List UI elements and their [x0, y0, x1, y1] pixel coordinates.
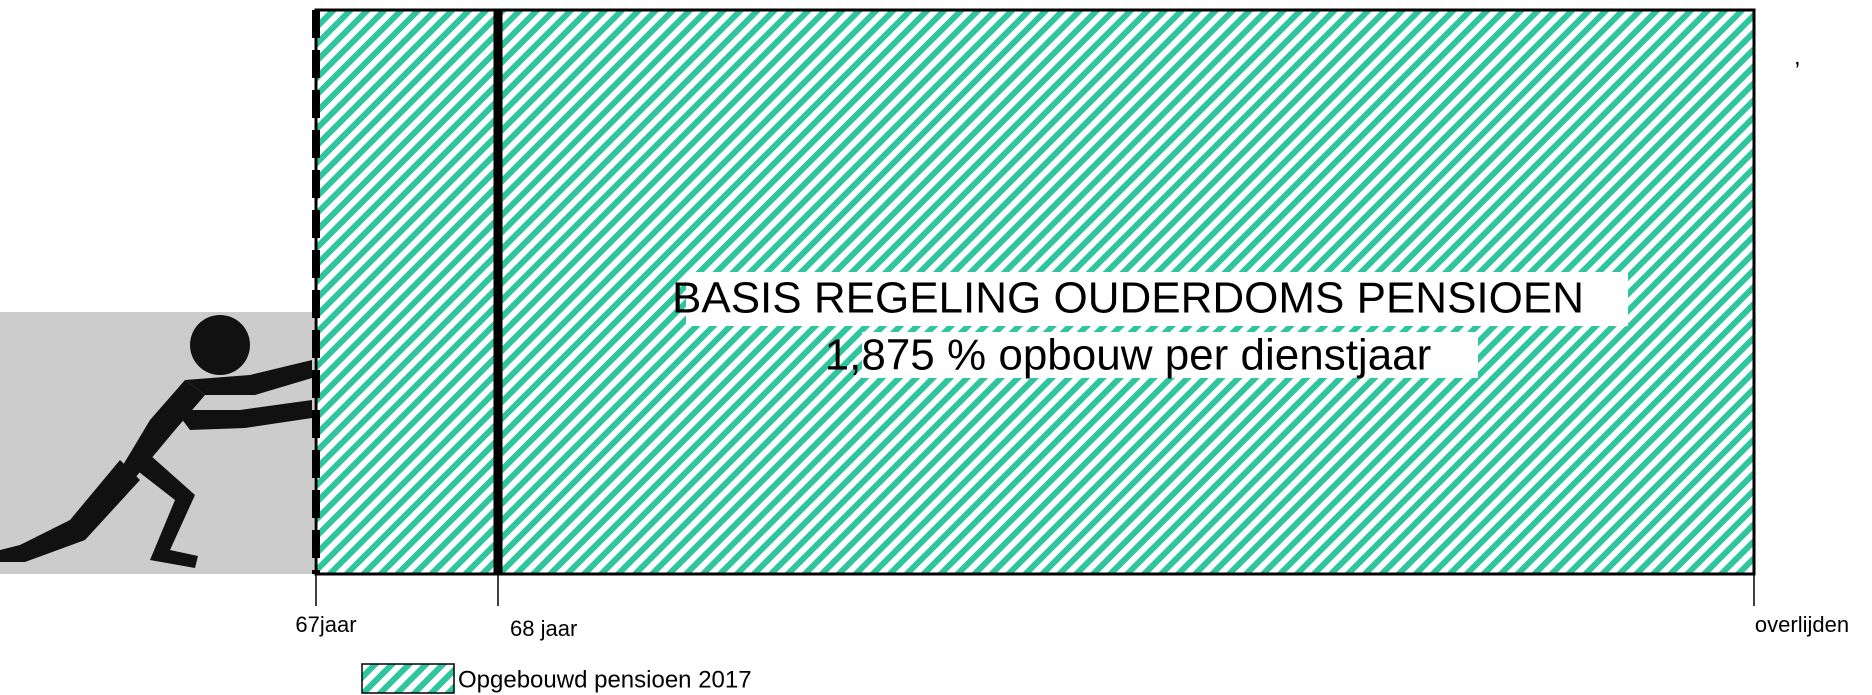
axis-label: overlijden: [1755, 612, 1849, 637]
legend-label: Opgebouwd pensioen 2017: [458, 666, 752, 693]
diagram: BASIS REGELING OUDERDOMS PENSIOEN 1,875 …: [0, 0, 1872, 695]
axis-label: 68 jaar: [510, 616, 577, 641]
corner-mark: ,: [1794, 43, 1801, 70]
axis-label: 67jaar: [295, 612, 356, 637]
legend-swatch: [362, 664, 454, 693]
title: BASIS REGELING OUDERDOMS PENSIOEN: [672, 274, 1584, 323]
subtitle: 1,875 % opbouw per dienstjaar: [825, 331, 1432, 380]
